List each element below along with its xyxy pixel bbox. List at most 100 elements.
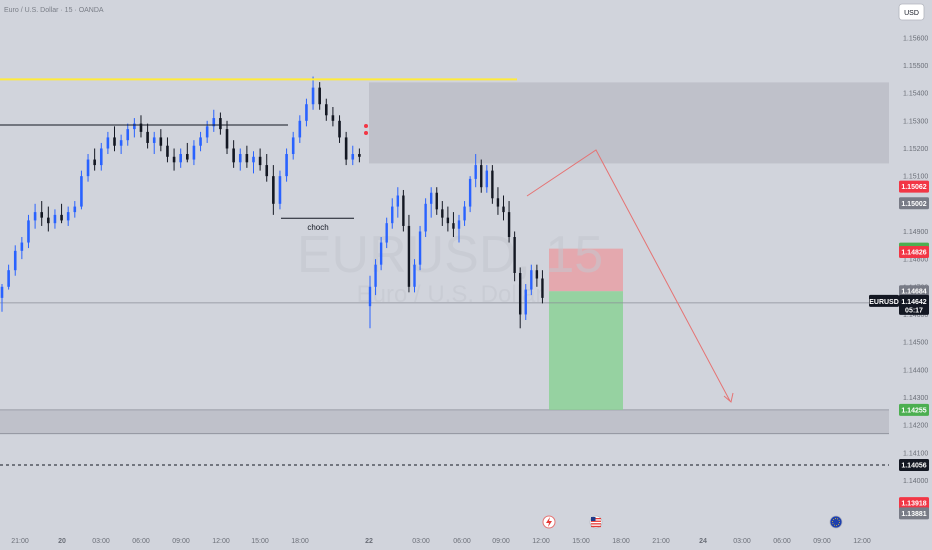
x-tick-label: 09:00 — [813, 538, 831, 545]
price-tag-label: 1.14826 — [901, 249, 926, 256]
price-tag-red — [899, 180, 929, 193]
sell-zone — [369, 82, 889, 164]
candle-76 — [485, 170, 489, 188]
y-tick-label: 1.15600 — [903, 35, 928, 42]
time-axis[interactable]: 21:00 20 03:00 06:00 09:00 12:00 15:00 18:00 22 0… — [0, 532, 890, 550]
candle-26 — [172, 156, 176, 163]
y-tick-label: 1.14600 — [903, 312, 928, 319]
price-tag-label: 1.13918 — [901, 501, 926, 508]
candle-22 — [146, 131, 149, 143]
price-axis[interactable]: 1.15600 1.15500 1.15400 1.15300 1.15200 1.151… — [890, 0, 932, 550]
current-symbol-tag — [869, 294, 899, 307]
current-price-tag — [899, 294, 929, 315]
y-tick-label: 1.14400 — [903, 367, 928, 374]
candle-3 — [20, 242, 24, 251]
candle-1 — [7, 270, 10, 287]
x-tick-label: 18:00 — [291, 538, 309, 545]
candle-39 — [258, 156, 262, 166]
x-tick-label: 06:00 — [132, 538, 150, 545]
candle-86 — [541, 278, 544, 298]
candle-30 — [199, 137, 202, 146]
price-axis-background — [890, 0, 932, 550]
earnings-icon[interactable] — [542, 515, 556, 529]
candle-83 — [524, 289, 527, 315]
candle-78 — [496, 198, 500, 207]
currency-button[interactable]: USD — [898, 3, 925, 21]
y-tick-label: 1.14300 — [903, 395, 928, 402]
candle-21 — [139, 123, 143, 132]
candle-13 — [86, 159, 90, 177]
price-tag-label: 1.14684 — [901, 289, 926, 296]
candle-85 — [535, 270, 539, 279]
candle-9 — [60, 214, 63, 221]
watermark: EURUSD, 15 Euro / U.S. Dollar — [297, 226, 603, 308]
us-flag-icon[interactable] — [589, 515, 603, 529]
candle-29 — [192, 145, 196, 160]
y-tick-label: 1.15200 — [903, 146, 928, 153]
signal-dot-2 — [364, 131, 368, 135]
watermark-ticker: EURUSD, 15 — [297, 226, 603, 284]
candle-40 — [265, 165, 269, 177]
price-tag-label: 1.15062 — [901, 184, 926, 191]
candle-countdown: 05:17 — [905, 307, 923, 314]
x-tick-label: 15:00 — [251, 538, 269, 545]
candle-37 — [245, 154, 249, 163]
time-axis-background — [0, 532, 890, 550]
candle-4 — [27, 220, 30, 243]
projection-arrowhead — [723, 392, 734, 403]
candles-layer — [0, 76, 544, 329]
candle-67 — [435, 192, 438, 210]
candle-34 — [225, 129, 229, 149]
price-tag-green — [899, 403, 929, 416]
candle-77 — [491, 170, 494, 199]
us-flag-canton — [591, 517, 596, 521]
price-tag-red — [899, 245, 929, 258]
demand-zone — [0, 409, 889, 434]
x-tick-label: 24 — [699, 538, 707, 545]
candle-51 — [338, 120, 341, 138]
price-tag-grey — [899, 197, 929, 210]
candle-44 — [291, 137, 295, 155]
candle-36 — [238, 154, 242, 163]
signal-dot-1 — [364, 124, 368, 128]
price-tag-dark — [899, 458, 929, 471]
candle-73 — [468, 178, 472, 207]
price-tag-red — [899, 497, 929, 510]
candle-60 — [396, 195, 400, 207]
candle-7 — [47, 217, 50, 224]
candle-81 — [513, 237, 516, 273]
us-flag-stripe — [591, 520, 601, 522]
x-tick-label: 21:00 — [652, 538, 670, 545]
candle-14 — [93, 159, 96, 166]
candle-42 — [278, 176, 282, 204]
candle-46 — [305, 104, 308, 121]
symbol-description[interactable]: Euro / U.S. Dollar · 15 · OANDA — [4, 7, 104, 14]
x-tick-label: 12:00 — [532, 538, 550, 545]
y-tick-label: 1.14200 — [903, 423, 928, 430]
candle-11 — [73, 206, 77, 213]
candle-58 — [385, 223, 388, 243]
candle-6 — [40, 212, 44, 218]
y-tick-label: 1.14100 — [903, 450, 928, 457]
price-tag-label: 1.15002 — [901, 201, 926, 208]
current-price-label: 1.14642 — [901, 299, 926, 306]
x-tick-label: 09:00 — [172, 538, 190, 545]
y-tick-label: 1.14500 — [903, 340, 928, 347]
x-tick-label: 20 — [58, 538, 66, 545]
candle-10 — [66, 212, 70, 221]
x-tick-label: 15:00 — [572, 538, 590, 545]
candle-72 — [463, 206, 466, 221]
x-tick-label: 12:00 — [212, 538, 230, 545]
currency-button-label: USD — [904, 10, 919, 17]
candle-75 — [480, 165, 483, 188]
candle-84 — [530, 270, 533, 290]
candle-47 — [311, 87, 315, 105]
eu-flag-icon[interactable] — [829, 515, 843, 529]
price-tag-grey — [899, 507, 929, 520]
candle-52 — [344, 137, 348, 160]
candle-12 — [80, 176, 83, 207]
candle-23 — [152, 137, 156, 143]
choch-label: choch — [307, 223, 328, 232]
